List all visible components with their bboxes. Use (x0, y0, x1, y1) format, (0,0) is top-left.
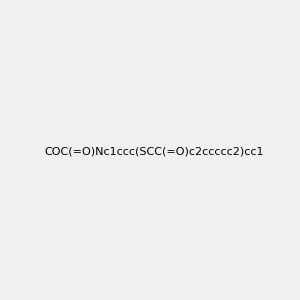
Text: COC(=O)Nc1ccc(SCC(=O)c2ccccc2)cc1: COC(=O)Nc1ccc(SCC(=O)c2ccccc2)cc1 (44, 146, 263, 157)
